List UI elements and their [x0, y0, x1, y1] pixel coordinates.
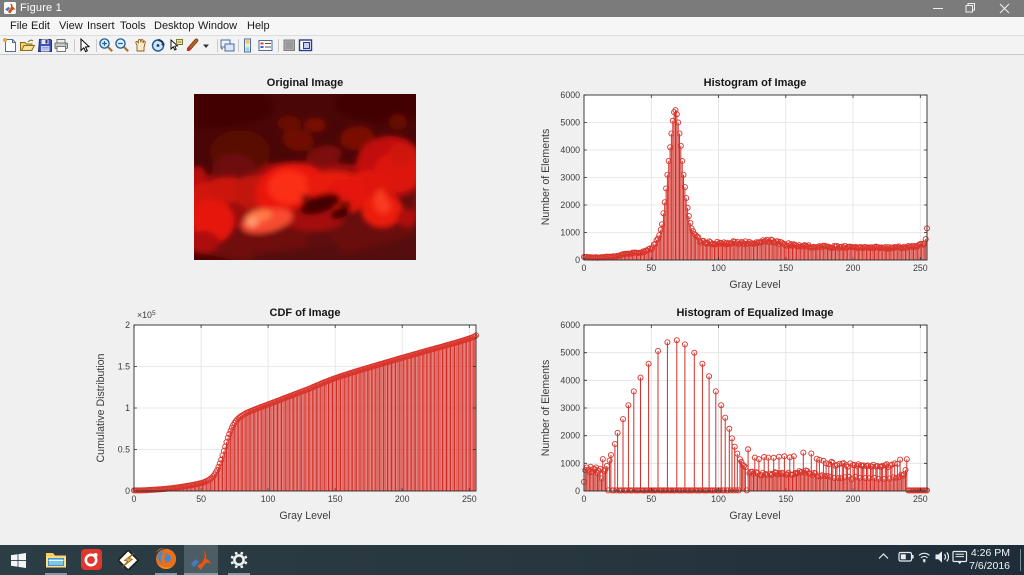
- svg-text:150: 150: [778, 494, 793, 504]
- svg-text:0: 0: [582, 494, 587, 504]
- svg-text:6000: 6000: [560, 320, 580, 330]
- svg-text:1.5: 1.5: [118, 362, 130, 372]
- svg-text:100: 100: [261, 494, 276, 504]
- svg-text:250: 250: [913, 263, 928, 273]
- svg-text:250: 250: [462, 494, 477, 504]
- svg-text:Number of Elements: Number of Elements: [540, 360, 552, 457]
- svg-text:100: 100: [711, 494, 726, 504]
- svg-text:200: 200: [846, 263, 861, 273]
- svg-text:150: 150: [328, 494, 343, 504]
- svg-text:0: 0: [582, 263, 587, 273]
- svg-text:3000: 3000: [560, 403, 580, 413]
- svg-text:2000: 2000: [560, 200, 580, 210]
- svg-text:Gray Level: Gray Level: [729, 510, 780, 522]
- svg-text:0: 0: [575, 255, 580, 265]
- svg-text:0.5: 0.5: [118, 445, 130, 455]
- svg-text:5000: 5000: [560, 118, 580, 128]
- svg-text:2: 2: [125, 320, 130, 330]
- svg-text:100: 100: [711, 263, 726, 273]
- svg-text:4000: 4000: [560, 375, 580, 385]
- svg-text:250: 250: [913, 494, 928, 504]
- svg-text:200: 200: [846, 494, 861, 504]
- svg-text:50: 50: [646, 263, 656, 273]
- svg-text:6000: 6000: [560, 90, 580, 100]
- svg-text:5000: 5000: [560, 348, 580, 358]
- svg-text:1: 1: [125, 403, 130, 413]
- svg-text:0: 0: [125, 486, 130, 496]
- svg-text:×105: ×105: [137, 310, 156, 320]
- svg-text:1000: 1000: [560, 458, 580, 468]
- svg-text:150: 150: [778, 263, 793, 273]
- svg-text:2000: 2000: [560, 431, 580, 441]
- svg-text:Gray Level: Gray Level: [729, 279, 780, 291]
- svg-text:Histogram of Image: Histogram of Image: [704, 77, 807, 89]
- svg-text:Histogram of Equalized Image: Histogram of Equalized Image: [676, 307, 833, 319]
- svg-text:4000: 4000: [560, 145, 580, 155]
- svg-text:CDF of Image: CDF of Image: [270, 307, 341, 319]
- svg-text:200: 200: [395, 494, 410, 504]
- svg-text:0: 0: [575, 486, 580, 496]
- svg-text:0: 0: [132, 494, 137, 504]
- svg-text:3000: 3000: [560, 173, 580, 183]
- svg-text:Cumulative Distribution: Cumulative Distribution: [95, 353, 107, 462]
- svg-text:50: 50: [646, 494, 656, 504]
- svg-text:50: 50: [196, 494, 206, 504]
- svg-text:Original Image: Original Image: [267, 77, 343, 89]
- svg-text:Gray Level: Gray Level: [279, 510, 330, 522]
- svg-text:Number of Elements: Number of Elements: [540, 129, 552, 226]
- svg-text:1000: 1000: [560, 228, 580, 238]
